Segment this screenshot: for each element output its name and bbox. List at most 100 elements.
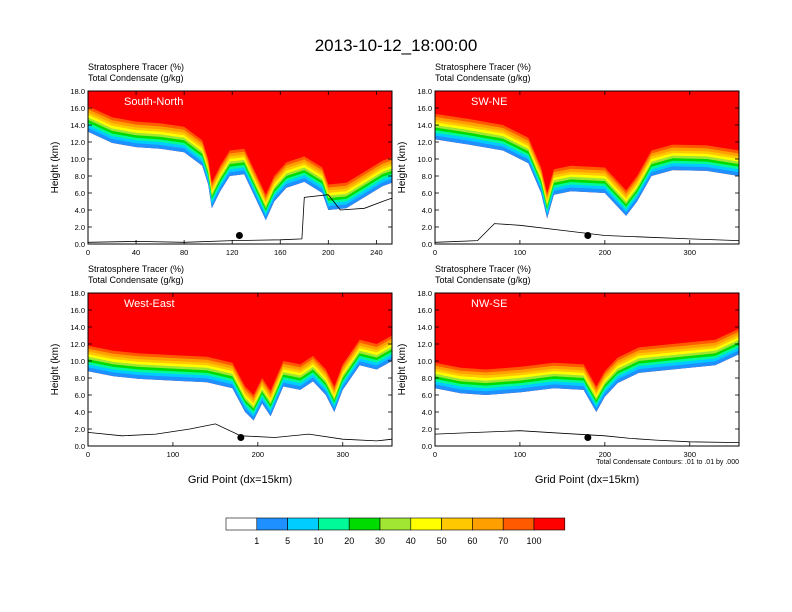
y-tick-label: 4.0	[422, 206, 432, 215]
x-tick-label: 300	[336, 450, 349, 459]
location-marker	[584, 232, 592, 239]
colorbar-box	[256, 517, 288, 531]
x-tick-label: 240	[370, 248, 383, 257]
x-tick-label: 0	[433, 450, 437, 459]
y-tick-label: 10.0	[70, 357, 85, 366]
x-tick-label: 0	[86, 248, 90, 257]
y-tick-label: 10.0	[70, 155, 85, 164]
panel-header-line: Total Condensate (g/kg)	[88, 73, 184, 83]
colorbar-box	[472, 517, 504, 531]
y-tick-label: 0.0	[422, 442, 432, 451]
panel-header-line: Stratosphere Tracer (%)	[88, 264, 184, 274]
colorbar-box	[410, 517, 442, 531]
plot-area: West-East	[88, 293, 392, 446]
plot-area: SW-NE	[435, 91, 739, 244]
y-tick-label: 4.0	[75, 206, 85, 215]
y-tick-label: 6.0	[75, 391, 85, 400]
panel-label: South-North	[124, 96, 183, 108]
x-tick-label: 0	[433, 248, 437, 257]
y-tick-label: 6.0	[422, 391, 432, 400]
tracer-band	[435, 293, 739, 387]
colorbar-label: 5	[285, 536, 290, 546]
y-tick-label: 8.0	[75, 172, 85, 181]
colorbar-label: 10	[313, 536, 323, 546]
x-tick-label: 300	[683, 248, 696, 257]
terrain-contour	[435, 430, 739, 443]
y-tick-label: 10.0	[417, 357, 432, 366]
colorbar-label: 40	[406, 536, 416, 546]
colorbar-label: 30	[375, 536, 385, 546]
x-tick-label: 100	[167, 450, 180, 459]
terrain-contour	[435, 223, 739, 243]
plot-area: South-North	[88, 91, 392, 244]
colorbar-box	[348, 517, 381, 531]
colorbar-label: 20	[344, 536, 354, 546]
colorbar-box	[318, 517, 350, 531]
panel-header-line: Total Condensate (g/kg)	[435, 73, 531, 83]
y-tick-label: 18.0	[70, 289, 85, 298]
plot-frame	[434, 90, 740, 245]
terrain-contour	[88, 194, 392, 243]
y-tick-label: 16.0	[417, 306, 432, 315]
colorbar-box	[533, 517, 566, 531]
x-tick-label: 300	[683, 450, 696, 459]
y-tick-label: 16.0	[70, 306, 85, 315]
x-tick-label: 160	[274, 248, 287, 257]
panel-west-east: West-East Stratosphere Tracer (%)Total Co…	[50, 264, 393, 486]
colorbar-label: 60	[467, 536, 477, 546]
x-tick-label: 200	[252, 450, 265, 459]
y-tick-label: 8.0	[422, 172, 432, 181]
y-axis-label: Height (km)	[397, 142, 408, 194]
plot-frame	[87, 292, 393, 447]
y-tick-label: 12.0	[417, 138, 432, 147]
y-tick-label: 16.0	[417, 104, 432, 113]
y-tick-label: 0.0	[422, 240, 432, 249]
y-tick-label: 12.0	[417, 340, 432, 349]
figure-title: 2013-10-12_18:00:00	[315, 36, 478, 55]
x-axis-label: Grid Point (dx=15km)	[188, 474, 292, 486]
y-tick-label: 2.0	[75, 223, 85, 232]
y-tick-label: 10.0	[417, 155, 432, 164]
plot-frame	[434, 292, 740, 447]
colorbar-label: 50	[437, 536, 447, 546]
x-tick-label: 100	[514, 450, 527, 459]
colorbar-box	[502, 517, 535, 531]
y-tick-label: 18.0	[417, 87, 432, 96]
y-tick-label: 14.0	[70, 323, 85, 332]
y-tick-label: 14.0	[70, 121, 85, 130]
tracer-band	[88, 91, 392, 195]
panel-label: NW-SE	[471, 298, 507, 310]
plot-frame	[87, 90, 393, 245]
x-axis-label: Grid Point (dx=15km)	[535, 474, 639, 486]
y-tick-label: 0.0	[75, 240, 85, 249]
y-tick-label: 16.0	[70, 104, 85, 113]
x-tick-label: 80	[180, 248, 188, 257]
x-tick-label: 0	[86, 450, 90, 459]
x-tick-label: 120	[226, 248, 239, 257]
y-tick-label: 12.0	[70, 138, 85, 147]
colorbar: 1 5 10 20 30 40 50 60 70 100	[225, 517, 566, 546]
y-tick-label: 2.0	[422, 223, 432, 232]
panel-label: West-East	[124, 298, 175, 310]
location-marker	[237, 434, 245, 441]
x-tick-label: 200	[599, 450, 612, 459]
y-axis-label: Height (km)	[50, 344, 61, 396]
y-tick-label: 14.0	[417, 121, 432, 130]
y-axis-label: Height (km)	[397, 344, 408, 396]
y-tick-label: 4.0	[75, 408, 85, 417]
panel-label: SW-NE	[471, 96, 507, 108]
colorbar-label: 70	[498, 536, 508, 546]
colorbar-box	[379, 517, 412, 531]
y-tick-label: 14.0	[417, 323, 432, 332]
location-marker	[584, 434, 592, 441]
x-tick-label: 200	[322, 248, 335, 257]
panel-south-north: South-North Stratosphere Tracer (%)Total …	[50, 62, 393, 257]
y-tick-label: 12.0	[70, 340, 85, 349]
y-tick-label: 6.0	[422, 189, 432, 198]
y-tick-label: 18.0	[417, 289, 432, 298]
panel-header-line: Total Condensate (g/kg)	[88, 275, 184, 285]
y-tick-label: 2.0	[422, 425, 432, 434]
